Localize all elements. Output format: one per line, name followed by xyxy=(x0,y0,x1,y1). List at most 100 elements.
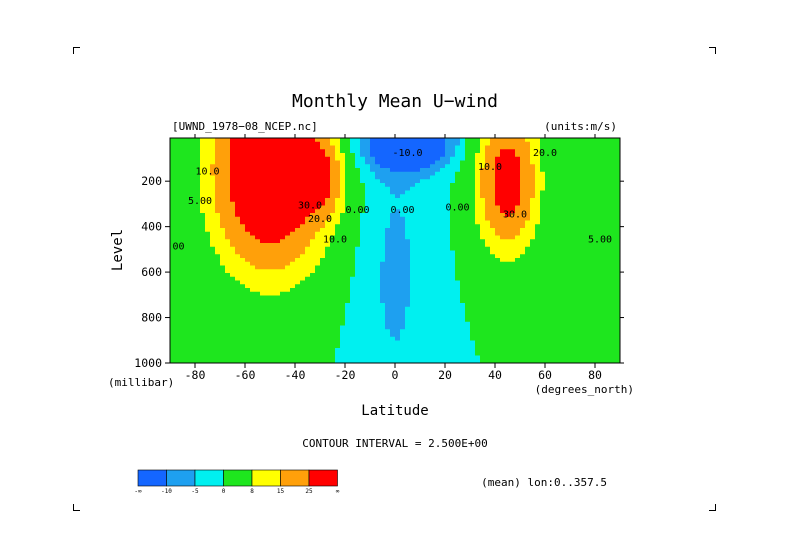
field-cell xyxy=(315,175,321,180)
field-cell xyxy=(405,344,411,349)
field-cell xyxy=(395,224,401,229)
field-cell xyxy=(325,171,331,177)
field-cell xyxy=(580,306,586,312)
field-cell xyxy=(375,336,381,342)
field-cell xyxy=(195,344,201,349)
field-cell xyxy=(400,314,406,319)
field-cell xyxy=(525,250,531,255)
field-cell xyxy=(410,171,416,177)
field-cell xyxy=(480,141,486,147)
field-cell xyxy=(560,228,566,233)
field-cell xyxy=(315,269,321,274)
field-cell xyxy=(575,190,581,195)
field-cell xyxy=(215,250,221,255)
field-cell xyxy=(410,179,416,184)
field-cell xyxy=(295,138,301,143)
field-cell xyxy=(490,288,496,293)
field-cell xyxy=(265,235,271,240)
field-cell xyxy=(570,348,576,353)
field-cell xyxy=(580,164,586,169)
field-cell xyxy=(535,314,541,319)
field-cell xyxy=(265,183,271,188)
field-cell xyxy=(290,258,296,263)
field-cell xyxy=(480,333,486,338)
field-cell xyxy=(355,265,361,270)
field-cell xyxy=(445,348,451,353)
field-cell xyxy=(270,145,276,150)
field-cell xyxy=(230,160,236,165)
field-cell xyxy=(430,261,436,267)
field-cell xyxy=(275,306,281,312)
field-cell xyxy=(260,186,266,192)
field-cell xyxy=(425,171,431,177)
field-cell xyxy=(295,336,301,342)
field-cell xyxy=(465,141,471,147)
field-cell xyxy=(185,348,191,353)
field-cell xyxy=(260,228,266,233)
field-cell xyxy=(545,164,551,169)
field-cell xyxy=(170,171,176,177)
field-cell xyxy=(275,220,281,225)
field-cell xyxy=(290,284,296,289)
field-cell xyxy=(225,355,231,360)
field-cell xyxy=(560,149,566,154)
field-cell xyxy=(515,355,521,360)
field-cell xyxy=(250,201,256,207)
field-cell xyxy=(195,186,201,192)
field-cell xyxy=(250,261,256,267)
field-cell xyxy=(540,228,546,233)
field-cell xyxy=(520,235,526,240)
field-cell xyxy=(265,141,271,147)
field-cell xyxy=(530,153,536,158)
field-cell xyxy=(365,246,371,252)
field-cell xyxy=(355,183,361,188)
field-cell xyxy=(495,329,501,334)
field-cell xyxy=(450,220,456,225)
field-cell xyxy=(480,280,486,285)
field-cell xyxy=(475,216,481,222)
field-cell xyxy=(530,325,536,330)
field-cell xyxy=(330,303,336,308)
field-cell xyxy=(375,325,381,330)
field-cell xyxy=(295,239,301,244)
field-cell xyxy=(290,276,296,282)
field-cell xyxy=(260,201,266,207)
field-cell xyxy=(240,231,246,237)
field-cell xyxy=(505,295,511,300)
field-cell xyxy=(255,325,261,330)
field-cell xyxy=(545,306,551,312)
field-cell xyxy=(315,164,321,169)
field-cell xyxy=(350,310,356,315)
field-cell xyxy=(200,190,206,195)
field-cell xyxy=(190,145,196,150)
field-cell xyxy=(505,288,511,293)
field-cell xyxy=(305,336,311,342)
field-cell xyxy=(270,306,276,312)
field-cell xyxy=(270,198,276,203)
field-cell xyxy=(320,175,326,180)
field-cell xyxy=(425,205,431,210)
field-cell xyxy=(475,209,481,214)
field-cell xyxy=(440,336,446,342)
field-cell xyxy=(485,224,491,229)
field-cell xyxy=(470,348,476,353)
field-cell xyxy=(210,321,216,327)
field-cell xyxy=(175,310,181,315)
field-cell xyxy=(400,254,406,259)
field-cell xyxy=(300,205,306,210)
field-cell xyxy=(250,153,256,158)
field-cell xyxy=(180,239,186,244)
field-cell xyxy=(230,228,236,233)
field-cell xyxy=(525,269,531,274)
field-cell xyxy=(520,175,526,180)
field-cell xyxy=(195,171,201,177)
field-cell xyxy=(495,201,501,207)
field-cell xyxy=(425,318,431,323)
field-cell xyxy=(285,288,291,293)
field-cell xyxy=(480,299,486,304)
field-cell xyxy=(295,153,301,158)
field-cell xyxy=(300,351,306,357)
field-cell xyxy=(355,171,361,177)
field-cell xyxy=(285,209,291,214)
field-cell xyxy=(380,265,386,270)
